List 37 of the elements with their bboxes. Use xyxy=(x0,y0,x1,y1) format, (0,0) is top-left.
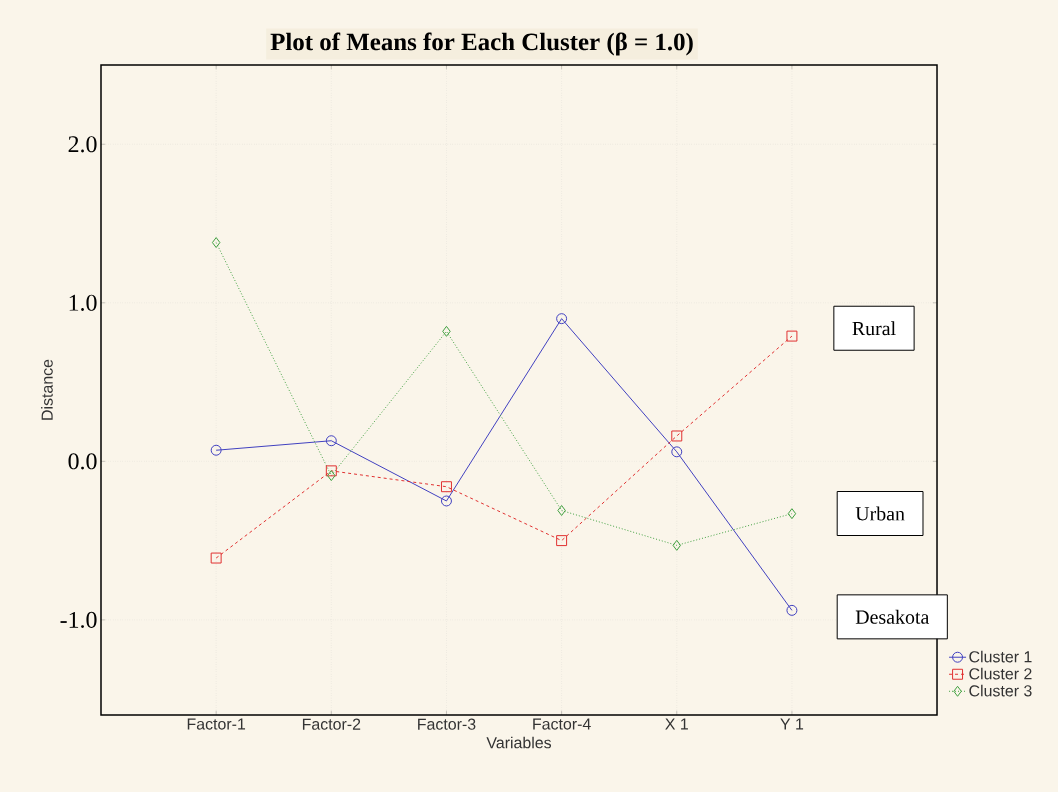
y-tick-label: -1.0 xyxy=(60,611,97,628)
point xyxy=(210,552,222,564)
annotation: Urban xyxy=(855,506,905,521)
legend-label: Cluster 1 xyxy=(969,650,1032,663)
annotation: Rural xyxy=(852,321,896,336)
x-tick-label: Factor-2 xyxy=(302,718,361,730)
point xyxy=(671,446,683,458)
point xyxy=(327,470,336,482)
point xyxy=(786,604,798,616)
x-axis-title: Variables xyxy=(486,736,552,749)
point xyxy=(442,325,451,337)
point xyxy=(786,330,798,342)
annotation: Desakota xyxy=(855,609,930,624)
x-tick-label: Factor-1 xyxy=(187,718,246,730)
point xyxy=(440,481,452,493)
x-tick-label: X 1 xyxy=(665,718,688,730)
y-tick-label: 1.0 xyxy=(69,294,97,311)
y-tick-label: 2.0 xyxy=(68,136,97,153)
x-tick-label: Factor-4 xyxy=(533,718,591,730)
point xyxy=(325,465,337,477)
x-tick-label: Factor-3 xyxy=(418,718,476,730)
point xyxy=(440,495,452,507)
point xyxy=(556,313,568,325)
y-axis-title: Distance xyxy=(41,359,53,420)
legend-label: Cluster 2 xyxy=(969,667,1032,680)
point xyxy=(787,508,797,520)
chart-title: Plot of Means for Each Cluster (β = 1.0) xyxy=(270,32,693,56)
point xyxy=(557,505,566,516)
point xyxy=(210,444,222,456)
point xyxy=(671,430,683,442)
point xyxy=(672,539,681,551)
point xyxy=(211,237,221,249)
point xyxy=(325,435,337,447)
y-tick-label: 0.0 xyxy=(68,453,97,470)
point xyxy=(556,535,568,547)
x-tick-label: Y 1 xyxy=(780,718,804,730)
legend-label: Cluster 3 xyxy=(969,684,1032,697)
